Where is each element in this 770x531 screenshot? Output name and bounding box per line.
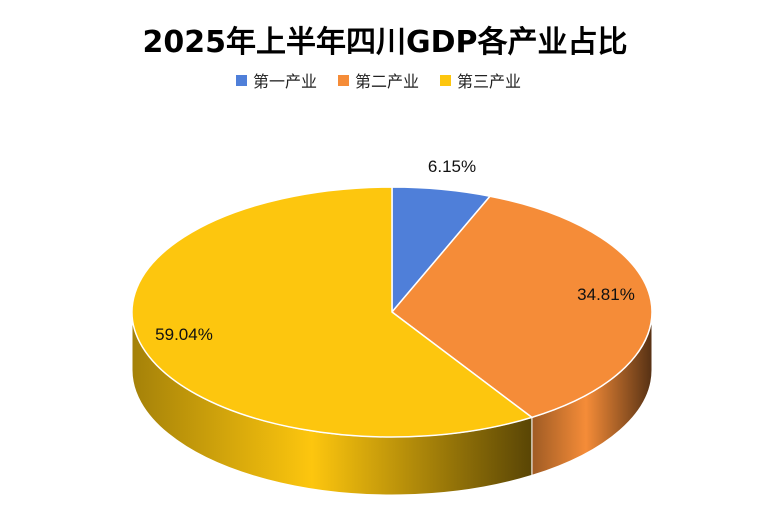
chart-title: 2025年上半年四川GDP各产业占比	[142, 25, 627, 60]
data-label-2: 34.81%	[577, 285, 635, 304]
pie-slices	[131, 186, 653, 438]
legend-swatch-1	[236, 75, 247, 86]
slice-2	[390, 195, 653, 419]
legend: 第一产业 第二产业 第三产业	[236, 72, 521, 91]
legend-label-2: 第二产业	[355, 72, 419, 91]
slice-3	[131, 186, 534, 438]
data-label-3: 59.04%	[155, 325, 213, 344]
data-labels: 6.15% 34.81% 59.04%	[155, 157, 635, 344]
legend-swatch-3	[440, 75, 451, 86]
legend-swatch-2	[338, 75, 349, 86]
legend-label-1: 第一产业	[253, 72, 317, 91]
data-label-1: 6.15%	[428, 157, 476, 176]
legend-label-3: 第三产业	[457, 72, 521, 91]
